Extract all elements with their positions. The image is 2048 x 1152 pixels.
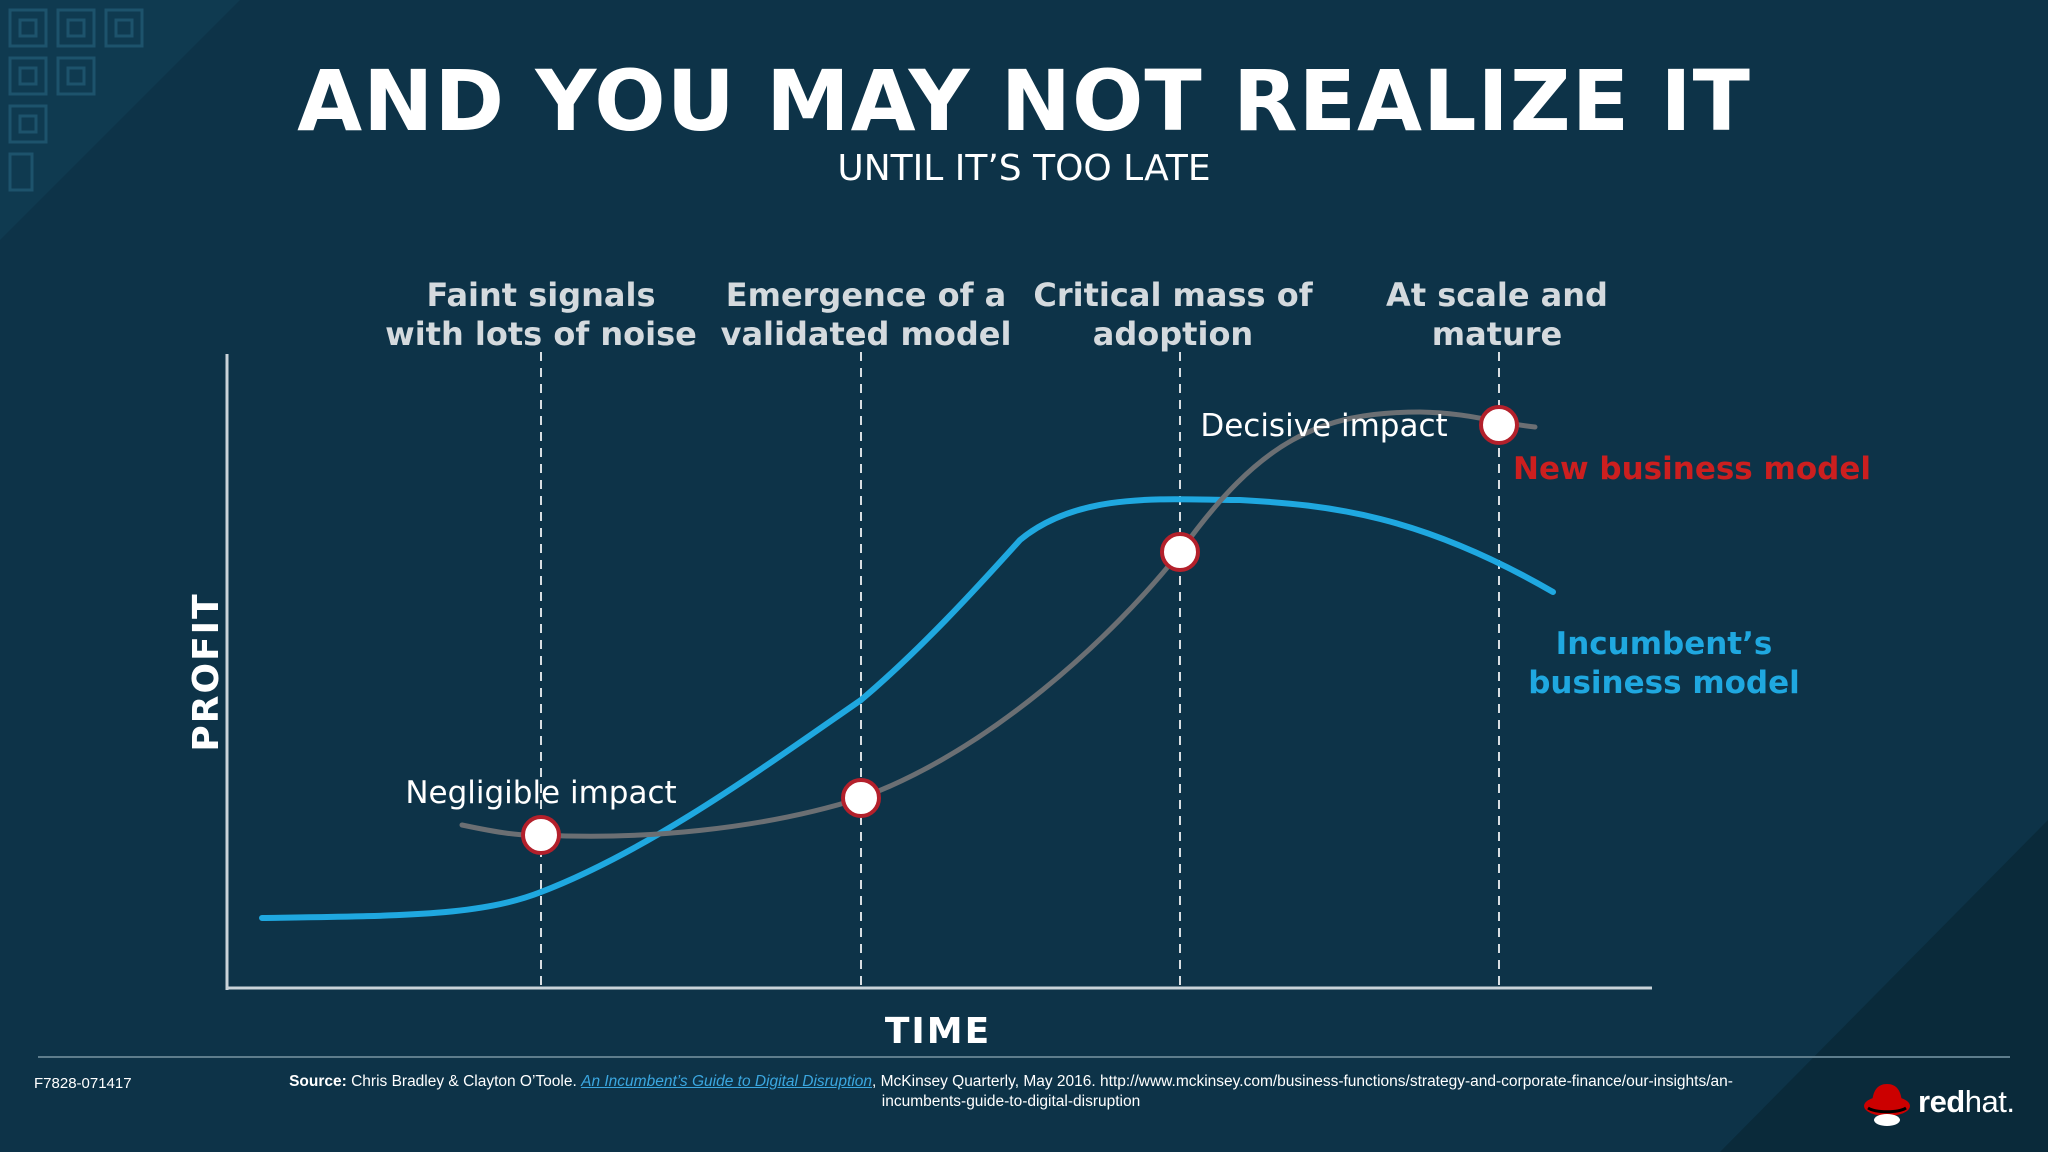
x-axis-label: TIME (885, 1011, 991, 1052)
shadowman-icon (1864, 1084, 1910, 1126)
slide-title: AND YOU MAY NOT REALIZE IT (297, 52, 1751, 150)
marker (1160, 532, 1200, 572)
footer-divider (38, 1056, 2010, 1058)
stage-label: Emergence of a (726, 276, 1007, 314)
incumbent-curve (259, 496, 1556, 921)
marker (1479, 405, 1519, 445)
y-axis-label: PROFIT (186, 592, 227, 751)
source-link[interactable]: An Incumbent’s Guide to Digital Disrupti… (581, 1073, 873, 1090)
stage-label: At scale and (1386, 276, 1608, 314)
stage-label: Faint signals (426, 276, 655, 314)
redhat-logo: redhat. (1862, 1078, 2022, 1128)
stage-label: Critical mass of (1033, 276, 1313, 314)
logo-wordmark: redhat. (1918, 1084, 2015, 1119)
new-model-curve (459, 409, 1538, 839)
stage-label: validated model (721, 315, 1012, 353)
source-rest: , McKinsey Quarterly, May 2016. http://w… (872, 1073, 1733, 1090)
stage-label: adoption (1093, 315, 1253, 353)
incumbent-label: business model (1528, 665, 1800, 701)
source-citation: Source: Chris Bradley & Clayton O’Toole.… (196, 1072, 1826, 1112)
source-label: Source: (289, 1073, 347, 1090)
slide-subtitle: UNTIL IT’S TOO LATE (837, 148, 1211, 189)
new-model-label: New business model (1513, 451, 1871, 487)
document-code: F7828-071417 (34, 1075, 132, 1092)
source-authors: Chris Bradley & Clayton O’Toole. (346, 1073, 582, 1090)
source-url-continued: incumbents-guide-to-digital-disruption (881, 1093, 1141, 1110)
marker (841, 778, 881, 818)
stage-label: mature (1432, 315, 1563, 353)
stage-label: with lots of noise (385, 315, 697, 353)
incumbent-label: Incumbent’s (1556, 626, 1773, 662)
pattern-icon (8, 8, 144, 192)
decisive-impact-label: Decisive impact (1200, 408, 1447, 444)
negligible-impact-label: Negligible impact (405, 775, 676, 811)
marker (521, 815, 561, 855)
